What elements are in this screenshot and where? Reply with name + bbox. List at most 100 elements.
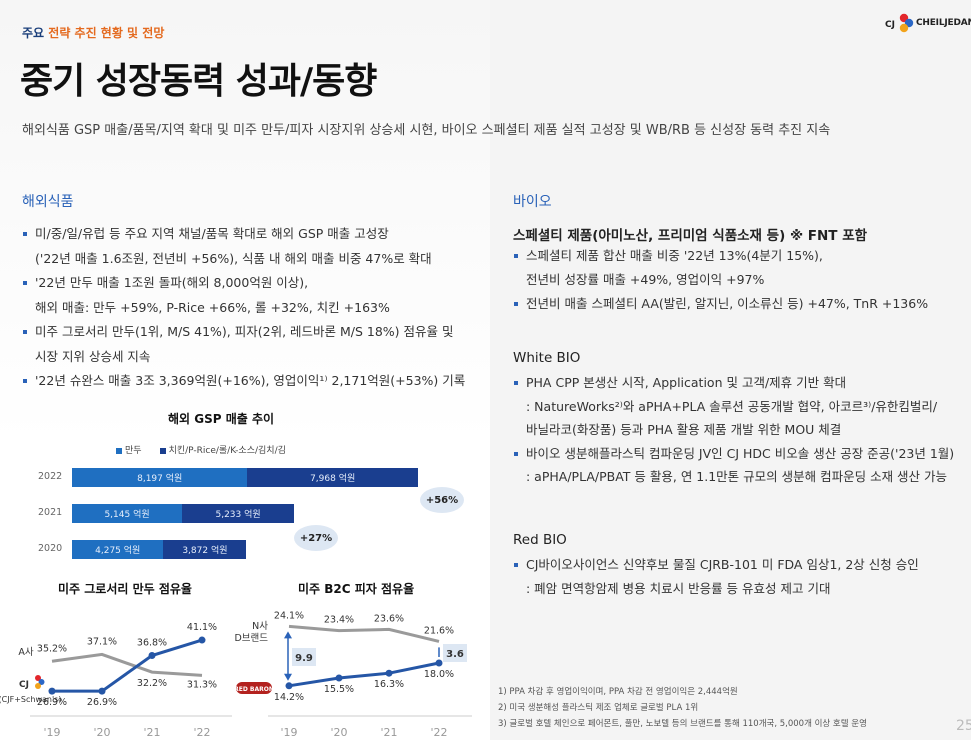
pizza-share-title: 미주 B2C 피자 점유율 [298, 582, 415, 596]
cj-mini-logo-red [35, 675, 41, 681]
cj-mini-logo-text: CJ [19, 680, 29, 690]
bar-row: 5,145 억원 5,233 억원 [72, 504, 295, 523]
gsp-chart-title: 해외 GSP 매출 추이 [168, 412, 275, 426]
data-point [198, 636, 206, 644]
data-point [285, 682, 293, 690]
data-label: 15.5% [324, 684, 354, 695]
bullet-item: '22년 슈완스 매출 3조 3,369억원(+16%), 영업이익¹⁾ 2,1… [22, 369, 465, 394]
x-tick-label: '19 [280, 726, 297, 739]
kicker-highlight: 전략 추진 현황 및 전망 [48, 26, 165, 40]
white-bio-heading: White BIO [513, 350, 581, 366]
kicker: 주요 전략 추진 현황 및 전망 [22, 24, 164, 41]
legend-label-dumpling: 만두 [125, 446, 142, 456]
bullet-continuation: : NatureWorks²⁾와 aPHA+PLA 솔루션 공동개발 협약, 아… [526, 398, 938, 414]
year-label: 2022 [38, 471, 63, 482]
data-label: 14.2% [274, 692, 304, 703]
x-tick-label: '19 [43, 726, 60, 739]
x-tick-label: '22 [430, 726, 447, 739]
bullet-item: 미/중/일/유럽 등 주요 지역 채널/품목 확대로 해외 GSP 매출 고성장 [22, 222, 465, 247]
gap-badge-2019: 9.9 [295, 653, 313, 664]
bullet-continuation: 해외 매출: 만두 +59%, P-Rice +66%, 롤 +32%, 치킨 … [35, 299, 390, 315]
red-bio-heading: Red BIO [513, 532, 567, 548]
footnote-2: 2) 미국 생분해성 플라스틱 제조 업체로 글로벌 PLA 1위 [498, 703, 699, 713]
data-label: 37.1% [87, 636, 117, 647]
x-tick-label: '20 [93, 726, 110, 739]
bullet-item: PHA CPP 본생산 시작, Application 및 고객/제휴 기반 확… [513, 371, 954, 395]
gsp-chart-legend: 만두 치킨/P-Rice/롤/K-소스/김치/김 [116, 443, 286, 456]
bullet-item: 스페셜티 제품 합산 매출 비중 '22년 13%(4분기 15%), [513, 244, 928, 268]
dumpling-share-chart: '19 '20 '21 '22 35.2% 37.1% 32.2% 31.3% 26.9% 26.… [0, 622, 232, 739]
series-label-n-brand: D브랜드 [234, 633, 268, 644]
data-point [48, 687, 56, 695]
bar-row: 8,197 억원 7,968 억원 [72, 468, 418, 487]
data-label: 26.9% [87, 697, 117, 708]
gap-badge-2022: 3.6 [446, 649, 464, 660]
data-label: 16.3% [374, 679, 404, 690]
bar-segment-other: 7,968 억원 [247, 468, 418, 487]
bar-segment-dumpling: 8,197 억원 [72, 468, 248, 487]
x-tick-label: '21 [143, 726, 160, 739]
growth-badge-2021: +27% [294, 525, 338, 551]
logo-mark: CJ [885, 20, 895, 30]
data-point [435, 659, 443, 667]
left-section-title: 해외식품 [22, 194, 74, 210]
bullet-continuation: ('22년 매출 1.6조원, 전년비 +56%), 식품 내 해외 매출 비중… [35, 250, 432, 266]
series-label-cj: (CJF+Schwan's) [0, 695, 61, 704]
cj-mini-logo-orange [35, 683, 41, 689]
legend-label-other: 치킨/P-Rice/롤/K-소스/김치/김 [168, 446, 286, 456]
competitor-a-line [51, 652, 203, 677]
page-title: 중기 성장동력 성과/동향 [20, 61, 377, 102]
data-label: 41.1% [187, 622, 217, 633]
left-bullet-list: 미/중/일/유럽 등 주요 지역 채널/품목 확대로 해외 GSP 매출 고성장… [22, 222, 465, 394]
data-point [148, 652, 156, 660]
competitor-n-line [288, 624, 440, 643]
bar-segment-other: 5,233 억원 [182, 504, 295, 523]
right-section-title: 바이오 [513, 194, 552, 210]
data-label: 35.2% [37, 643, 67, 654]
data-label: 18.0% [424, 669, 454, 680]
red-baron-logo-text: RED BARON [234, 686, 274, 693]
red-baron-logo [236, 682, 272, 694]
series-label-a: A사 [18, 647, 33, 658]
bullet-item: CJ바이오사이언스 신약후보 물질 CJRB-101 미 FDA 임상1, 2상… [513, 553, 919, 577]
data-point [385, 669, 393, 677]
footnotes: 1) PPA 차감 후 영업이익이며, PPA 차감 전 영업이익은 2,444… [498, 684, 867, 732]
year-label: 2021 [38, 507, 63, 518]
data-label: 36.8% [137, 638, 167, 649]
x-tick-label: '20 [330, 726, 347, 739]
series-label-n: N사 [252, 621, 268, 632]
bullet-continuation: : aPHA/PLA/PBAT 등 활용, 연 1.1만톤 규모의 생분해 컴파… [526, 469, 948, 484]
data-label: 23.4% [324, 615, 354, 626]
gap-badge-2019-bg [292, 648, 316, 666]
data-label: 32.2% [137, 678, 167, 689]
growth-badge-2022: +56% [420, 487, 464, 513]
x-tick-label: '21 [380, 726, 397, 739]
year-label: 2020 [38, 543, 63, 554]
dumpling-share-title: 미주 그로서리 만두 점유율 [58, 582, 192, 596]
gap-arrow-head-down [284, 673, 292, 681]
logo-text: CHEILJEDANG [916, 18, 971, 28]
bullet-item: '22년 만두 매출 1조원 돌파(해외 8,000억원 이상), [22, 271, 465, 296]
data-label: 31.3% [187, 679, 217, 690]
bullet-continuation: : 폐암 면역항암제 병용 치료시 반응률 등 유효성 제고 기대 [526, 581, 831, 596]
kicker-prefix: 주요 [22, 26, 45, 40]
left-panel-background [0, 0, 490, 740]
gap-arrow-head-up [284, 631, 292, 639]
bullet-continuation: 시장 지위 상승세 지속 [35, 348, 151, 364]
data-point [98, 687, 106, 695]
bullet-item: 바이오 생분해플라스틱 컴파운딩 JV인 CJ HDC 비오솔 생산 공장 준공… [513, 442, 954, 466]
specialty-heading: 스페셜티 제품(아미노산, 프리미엄 식품소재 등) ※ FNT 포함 [513, 228, 868, 244]
footnote-3: 3) 글로벌 호텔 체인으로 페어몬트, 풀만, 노보텔 등의 브랜드를 통해 … [498, 719, 867, 729]
page-subtitle: 해외식품 GSP 매출/품목/지역 확대 및 미주 만두/피자 시장지위 상승세… [22, 123, 831, 138]
legend-item-dumpling: 만두 [116, 443, 142, 456]
specialty-bullet-list: 스페셜티 제품 합산 매출 비중 '22년 13%(4분기 15%), 전년비 성… [513, 244, 928, 316]
bar-segment-other: 3,872 억원 [163, 540, 247, 559]
cj-dumpling-line [52, 638, 203, 693]
bullet-item: 미주 그로서리 만두(1위, M/S 41%), 피자(2위, 레드바론 M/S… [22, 320, 465, 345]
footnote-1: 1) PPA 차감 후 영업이익이며, PPA 차감 전 영업이익은 2,444… [498, 687, 738, 697]
data-label: 26.9% [37, 697, 67, 708]
gap-badge-2022-bg [443, 644, 467, 662]
data-label: 21.6% [424, 625, 454, 636]
bar-segment-dumpling: 5,145 억원 [72, 504, 183, 523]
data-label: 24.1% [274, 610, 304, 621]
